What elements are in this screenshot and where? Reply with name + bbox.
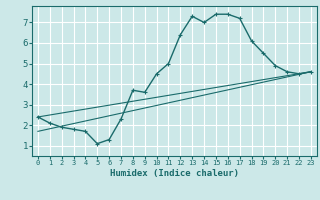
X-axis label: Humidex (Indice chaleur): Humidex (Indice chaleur): [110, 169, 239, 178]
